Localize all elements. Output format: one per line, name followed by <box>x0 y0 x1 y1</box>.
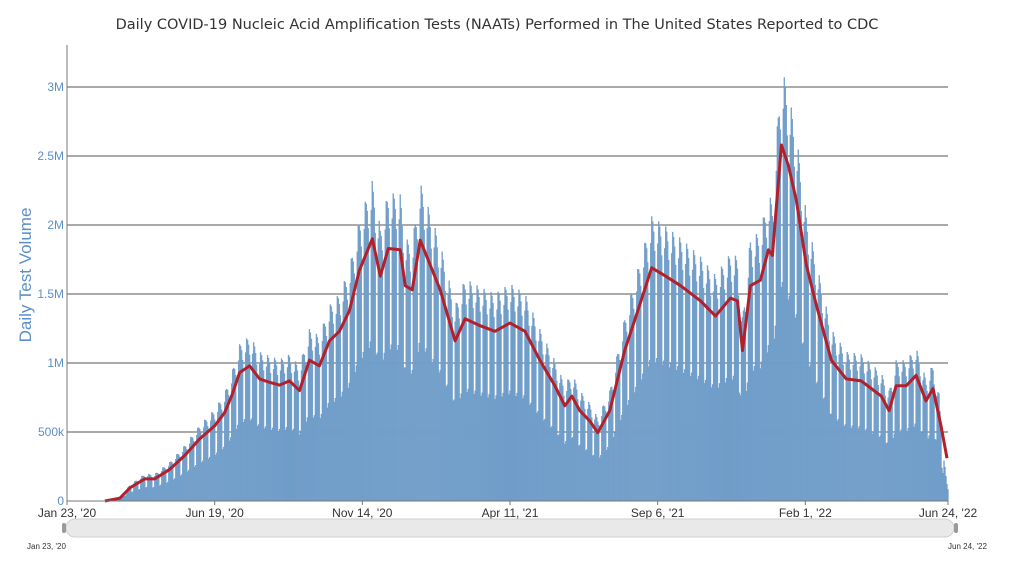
y-tick-label: 3M <box>47 80 64 94</box>
daily-bar <box>947 489 949 502</box>
y-tick-label: 1.5M <box>37 287 64 301</box>
x-tick-label: Jun 24, '22 <box>919 506 978 520</box>
chart-title: Daily COVID-19 Nucleic Acid Amplificatio… <box>116 17 879 33</box>
average-line <box>104 143 949 503</box>
x-tick-label: Feb 1, '22 <box>779 506 832 520</box>
range-slider[interactable]: Jan 23, '20 Jun 24, '22 <box>27 518 987 551</box>
range-slider-left-handle[interactable] <box>62 523 66 533</box>
x-tick-label: Apr 11, '21 <box>482 506 539 520</box>
y-tick-label: 0 <box>57 494 64 508</box>
range-slider-right-handle[interactable] <box>954 523 958 533</box>
y-tick-label: 1M <box>47 356 64 370</box>
daily-bars <box>105 77 949 502</box>
x-ticks: Jan 23, '20 Jun 19, '20 Nov 14, '20 Apr 11,… <box>38 501 978 520</box>
range-start-label: Jan 23, '20 <box>27 542 66 551</box>
y-tick-label: 500k <box>38 425 65 439</box>
y-tick-label: 2M <box>47 218 64 232</box>
x-tick-label: Nov 14, '20 <box>332 506 393 520</box>
y-axis-label: Daily Test Volume <box>16 208 35 343</box>
x-tick-label: Jun 19, '20 <box>185 506 244 520</box>
range-end-label: Jun 24, '22 <box>948 542 987 551</box>
y-tick-label: 2.5M <box>37 149 64 163</box>
x-tick-label: Sep 6, '21 <box>631 506 685 520</box>
x-tick-label: Jan 23, '20 <box>38 506 97 520</box>
y-ticks: 0 500k 1M 1.5M 2M 2.5M 3M <box>37 80 65 508</box>
range-slider-track[interactable] <box>65 518 955 538</box>
